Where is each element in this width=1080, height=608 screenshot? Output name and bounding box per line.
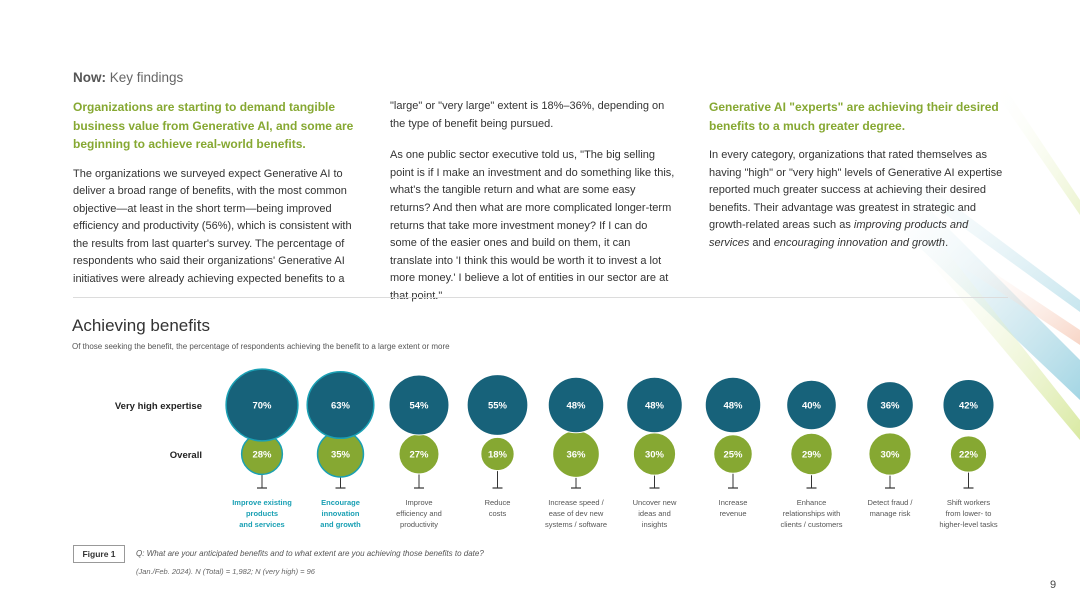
col2-paragraph-2: As one public sector executive told us, … — [390, 149, 675, 302]
category-label: Uncover new ideas and insights — [633, 498, 677, 529]
col3-body-a: In every category, organizations that ra… — [709, 149, 1003, 232]
category-label-line: revenue — [719, 509, 746, 518]
chart-subtitle: Of those seeking the benefit, the percen… — [72, 342, 450, 351]
value-label-very-high: 48% — [645, 401, 665, 412]
category-label-line: and growth — [320, 520, 361, 529]
value-label-overall: 27% — [409, 450, 429, 461]
col3-body-c: . — [945, 236, 949, 249]
value-label-overall: 18% — [488, 450, 508, 461]
row-label-very-high: Very high expertise — [115, 401, 202, 412]
text-column-2: "large" or "very large" extent is 18%–36… — [390, 98, 675, 314]
row-label-overall: Overall — [170, 450, 202, 461]
category-label: Improve efficiency and productivity — [396, 498, 442, 529]
bubble-very-high — [786, 379, 837, 431]
col3-body-b: and — [749, 236, 774, 249]
section-label-rest: Key findings — [106, 70, 184, 85]
bubble-overall — [949, 435, 988, 473]
category-label-line: Increase — [719, 498, 748, 507]
category-label-line: manage risk — [870, 509, 911, 518]
value-label-very-high: 54% — [409, 401, 429, 412]
value-label-very-high: 63% — [331, 401, 351, 412]
col3-body: In every category, organizations that ra… — [709, 147, 1009, 253]
bubble-overall — [790, 432, 833, 476]
bubble-very-high — [626, 376, 683, 434]
bubble-very-high — [306, 370, 375, 440]
value-label-very-high: 48% — [566, 401, 586, 412]
category-label-line: ideas and — [638, 509, 671, 518]
category-label: Detect fraud / manage risk — [867, 498, 913, 518]
value-label-very-high: 40% — [802, 401, 822, 412]
figure-badge: Figure 1 — [73, 545, 125, 563]
value-label-very-high: 42% — [959, 401, 979, 412]
value-label-overall: 28% — [252, 450, 272, 461]
text-column-1: Organizations are starting to demand tan… — [73, 98, 363, 297]
category-label-line: ease of dev new — [549, 509, 604, 518]
category-label-line: Increase speed / — [548, 498, 604, 507]
category-label: Reduce costs — [485, 498, 511, 518]
category-label-line: efficiency and — [396, 509, 442, 518]
bubble-very-high — [704, 376, 762, 434]
category-label-line: Uncover new — [633, 498, 677, 507]
chart-title: Achieving benefits — [72, 316, 210, 335]
col3-body-em1: improving products and services — [709, 219, 969, 249]
benefits-bubble-chart: Very high expertise Overall 70% 28% Improve … — [115, 368, 998, 529]
value-label-very-high: 36% — [880, 401, 900, 412]
category-label-line: products — [246, 509, 278, 518]
bubble-very-high — [942, 378, 995, 432]
text-column-3: Generative AI "experts" are achieving th… — [709, 98, 1009, 261]
value-label-overall: 35% — [331, 450, 351, 461]
category-label-line: from lower- to — [946, 509, 992, 518]
bubble-very-high — [547, 376, 605, 434]
category-label-line: Encourage — [321, 498, 360, 507]
value-label-overall: 30% — [880, 450, 900, 461]
section-label: Now: Key findings — [73, 70, 183, 85]
bubble-overall — [713, 434, 753, 474]
value-label-overall: 36% — [566, 450, 586, 461]
bubble-overall — [868, 432, 912, 476]
category-label-line: Improve existing — [232, 498, 292, 507]
category-label-line: higher-level tasks — [939, 520, 998, 529]
category-label-line: productivity — [400, 520, 438, 529]
col2-paragraph-1: "large" or "very large" extent is 18%–36… — [390, 100, 665, 130]
bubble-overall — [480, 436, 515, 472]
figure-question: Q: What are your anticipated benefits an… — [136, 549, 484, 558]
col1-lead: Organizations are starting to demand tan… — [73, 100, 354, 151]
page-number: 9 — [1050, 579, 1057, 591]
category-label-line: relationships with — [783, 509, 841, 518]
section-label-bold: Now: — [73, 70, 106, 85]
bubble-very-high — [225, 368, 299, 442]
value-label-overall: 29% — [802, 450, 822, 461]
bubble-very-high — [866, 381, 914, 429]
category-label-line: Enhance — [797, 498, 827, 507]
value-label-very-high: 70% — [252, 401, 272, 412]
category-label-line: Shift workers — [947, 498, 991, 507]
category-label: Enhance relationships with clients / custo… — [780, 498, 842, 529]
value-label-overall: 30% — [645, 450, 665, 461]
category-label-line: Improve — [405, 498, 432, 507]
figure-note: (Jan./Feb. 2024). N (Total) = 1,982; N (… — [136, 567, 315, 576]
category-label: Shift workers from lower- to higher-level … — [939, 498, 998, 529]
category-label: Improve existing products and services — [232, 498, 292, 529]
value-label-overall: 22% — [959, 450, 979, 461]
category-label: Increase revenue — [719, 498, 748, 518]
category-label-line: systems / software — [545, 520, 607, 529]
category-label-line: Detect fraud / — [867, 498, 913, 507]
value-label-overall: 25% — [723, 450, 743, 461]
bubble-very-high — [388, 374, 450, 436]
col1-body: The organizations we surveyed expect Gen… — [73, 167, 352, 286]
category-label-line: Reduce — [485, 498, 511, 507]
category-label-line: costs — [489, 509, 507, 518]
bubble-very-high — [466, 374, 529, 436]
category-label: Encourage innovation and growth — [320, 498, 361, 529]
col3-lead: Generative AI "experts" are achieving th… — [709, 100, 999, 133]
value-label-very-high: 55% — [488, 401, 508, 412]
category-label: Increase speed / ease of dev new systems /… — [545, 498, 607, 529]
col3-body-em2: encouraging innovation and growth — [773, 236, 946, 249]
category-label-line: clients / customers — [780, 520, 842, 529]
category-label-line: innovation — [322, 509, 360, 518]
category-label-line: and services — [239, 520, 284, 529]
value-label-very-high: 48% — [723, 401, 743, 412]
category-label-line: insights — [642, 520, 668, 529]
section-divider — [73, 297, 1008, 298]
